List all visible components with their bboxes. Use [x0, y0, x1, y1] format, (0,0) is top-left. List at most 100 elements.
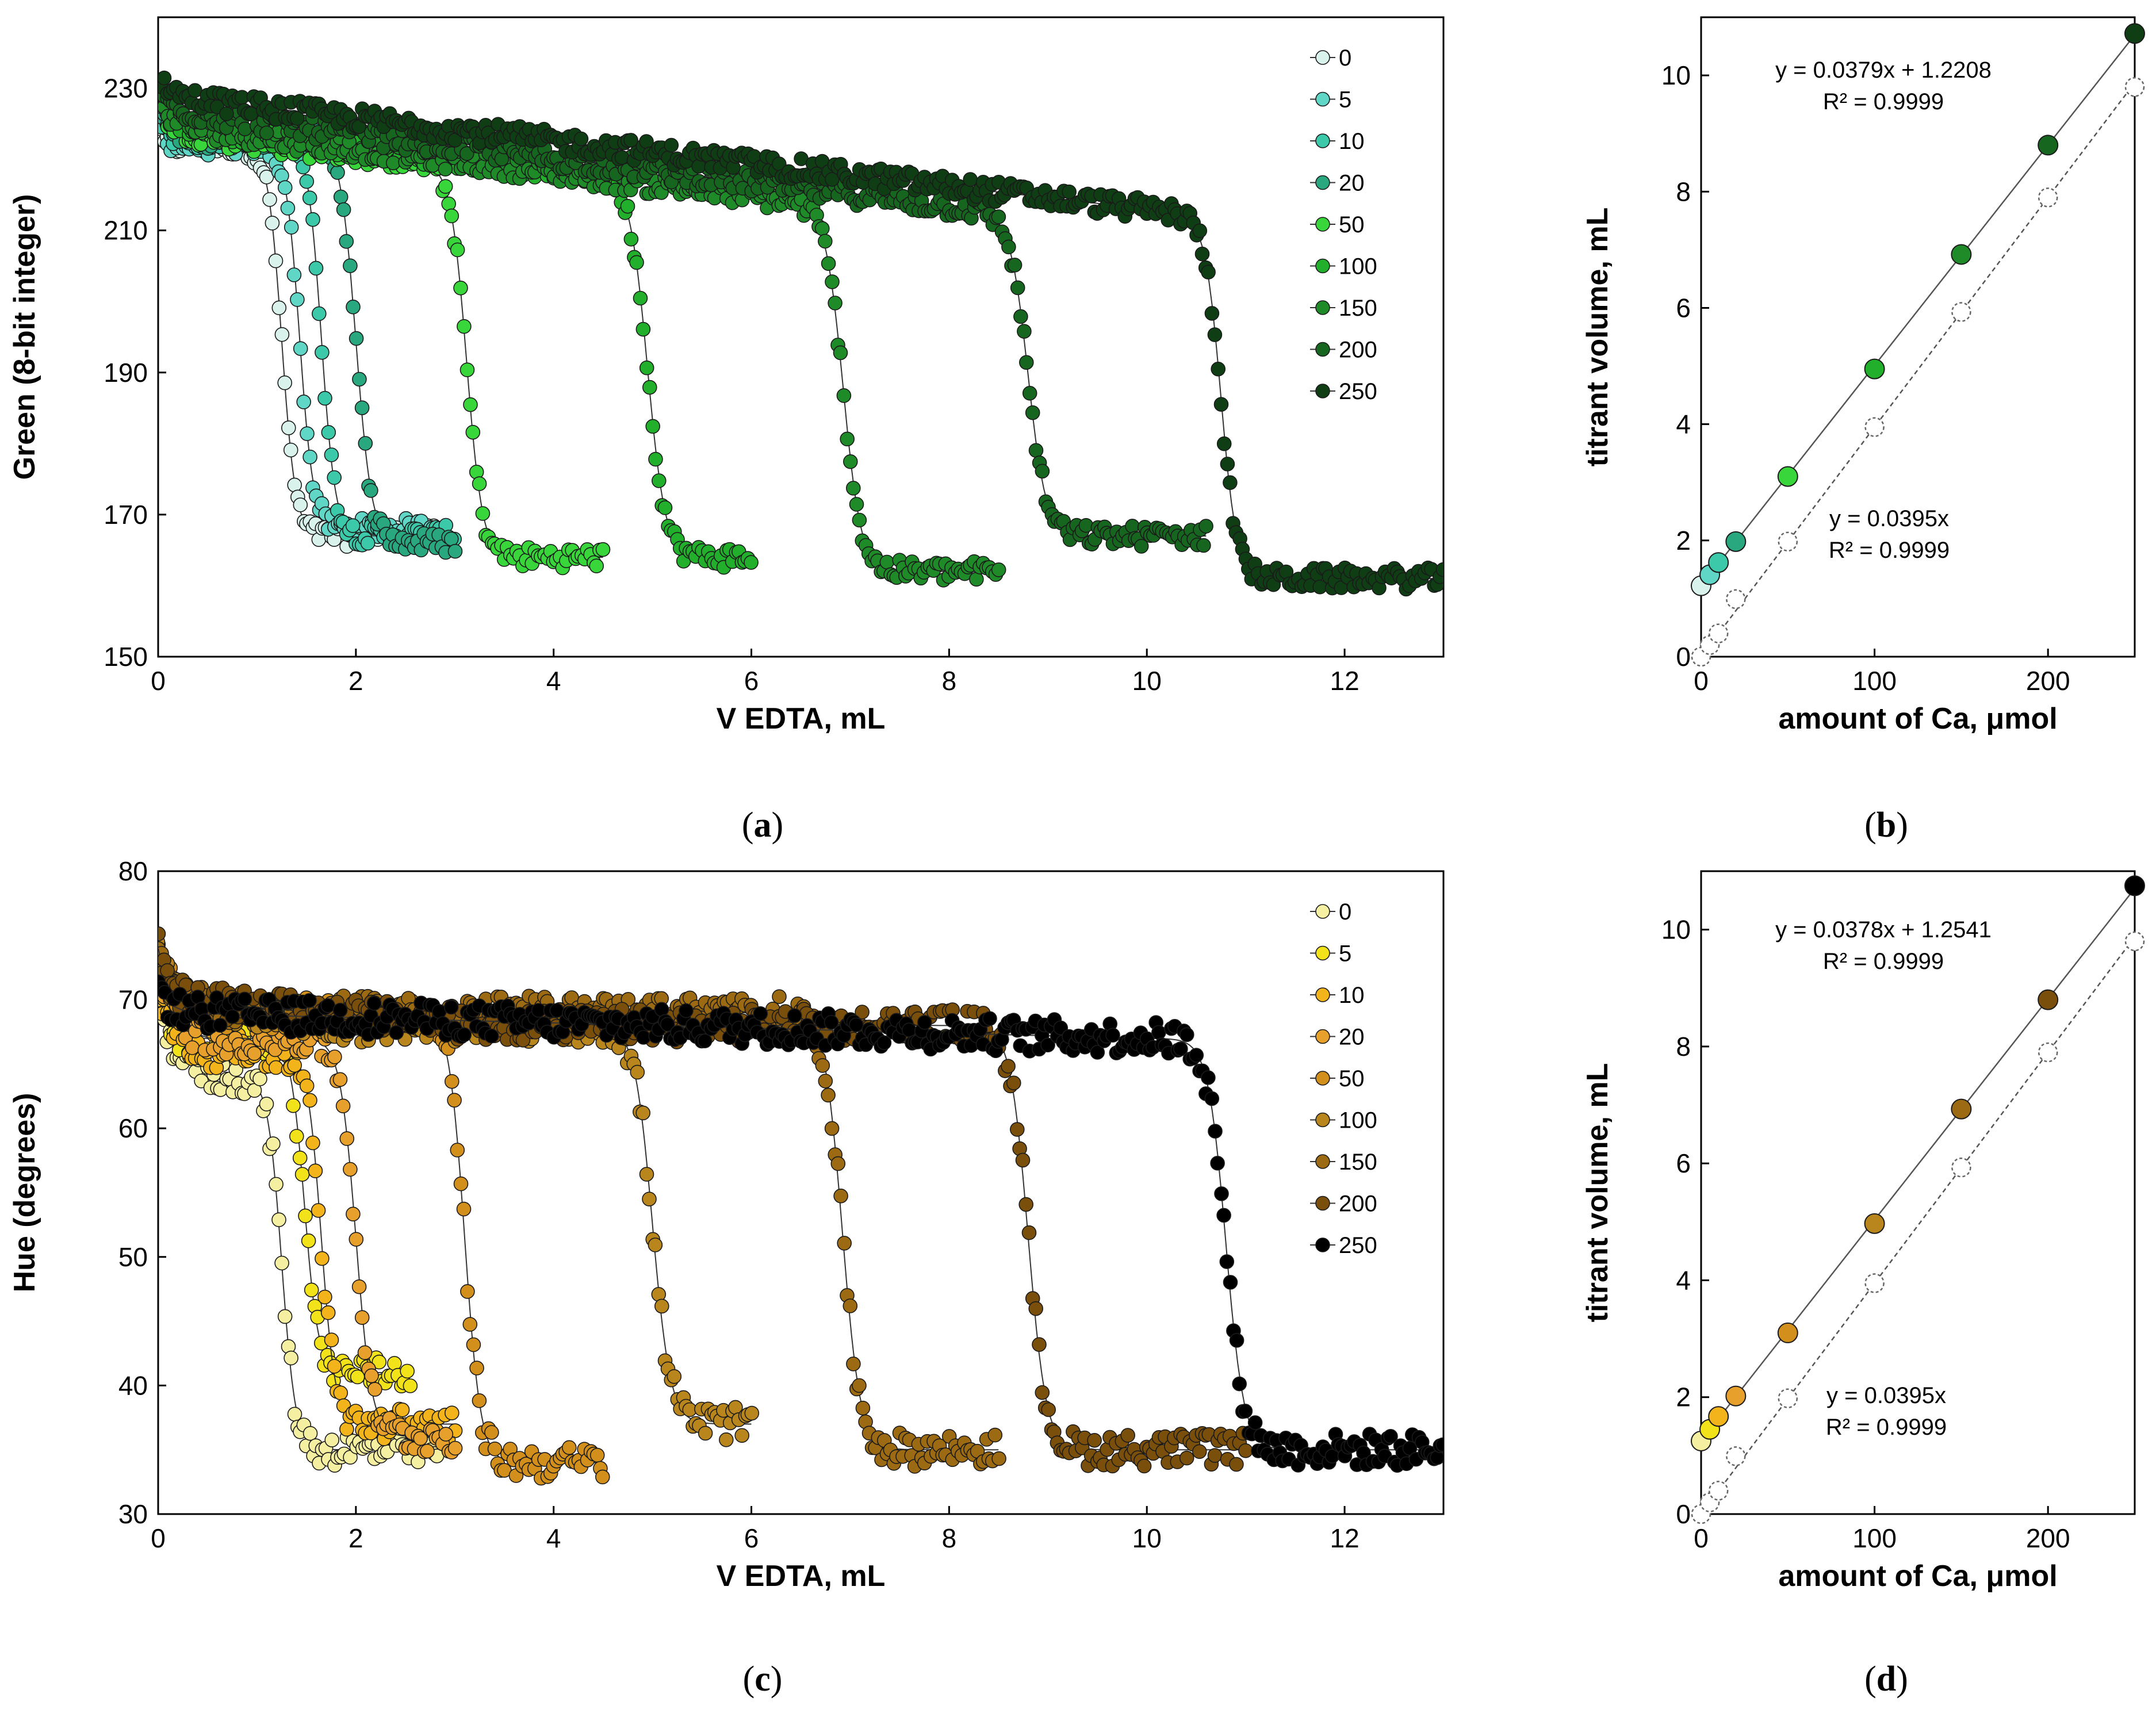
data-point-200 [1198, 519, 1213, 534]
data-point-250 [1105, 1028, 1120, 1043]
legend-marker-0 [1315, 904, 1330, 919]
fit-line-open [1701, 82, 2135, 657]
data-point-150 [385, 155, 401, 171]
y-tick-label: 60 [118, 1113, 148, 1143]
data-point-250 [1229, 1333, 1244, 1348]
data-point-20 [343, 1162, 358, 1177]
data-point-50 [462, 1317, 478, 1332]
data-point-20 [332, 1072, 348, 1087]
x-axis-label: V EDTA, mL [717, 702, 886, 735]
data-point-250 [1062, 184, 1077, 200]
y-tick-label: 70 [118, 985, 148, 1015]
data-point-20 [443, 531, 459, 547]
data-point-5 [290, 292, 305, 307]
data-point-250 [849, 1017, 864, 1033]
y-axis-label: titrant volume, mL [1581, 1063, 1614, 1323]
data-point-200 [1179, 1450, 1194, 1466]
r2-filled: R² = 0.9999 [1823, 949, 1944, 974]
open-point [1951, 1158, 1971, 1178]
data-point-250 [1210, 1156, 1225, 1171]
y-tick-label: 2 [1676, 526, 1691, 555]
data-point-200 [1207, 1448, 1223, 1463]
data-point-10 [305, 1135, 320, 1151]
data-point-200 [1018, 1197, 1033, 1212]
legend-marker-20 [1315, 1029, 1330, 1044]
filled-point [1951, 244, 1972, 265]
data-point-100 [630, 1064, 645, 1080]
data-point-200 [1006, 1075, 1021, 1091]
panel-label-a: (a) [742, 806, 783, 845]
y-tick-label: 30 [118, 1499, 148, 1529]
data-point-250 [1211, 361, 1226, 377]
data-point-10 [327, 470, 342, 485]
data-point-20 [363, 483, 378, 498]
data-point-200 [1028, 443, 1044, 458]
data-point-250 [219, 106, 234, 121]
data-point-100 [648, 1237, 663, 1252]
legend-label-10: 10 [1339, 129, 1365, 154]
data-point-250 [1214, 1186, 1229, 1201]
data-point-5 [298, 1208, 313, 1224]
open-point [2124, 931, 2145, 952]
legend-label-5: 5 [1339, 87, 1351, 113]
data-point-0 [262, 192, 277, 207]
data-point-200 [1229, 1457, 1244, 1472]
data-point-150 [772, 989, 787, 1004]
data-point-100 [652, 473, 667, 488]
data-point-200 [1022, 385, 1037, 401]
filled-point [1725, 1385, 1747, 1407]
open-point [1951, 302, 1971, 322]
data-point-0 [259, 1097, 274, 1112]
data-point-250 [1173, 1041, 1188, 1056]
data-point-150 [818, 1074, 833, 1089]
data-point-0 [293, 497, 308, 512]
data-point-100 [635, 1105, 650, 1121]
data-point-100 [698, 1426, 713, 1441]
data-point-50 [459, 362, 475, 378]
data-point-20 [339, 233, 354, 249]
data-point-0 [269, 1177, 284, 1192]
data-point-200 [494, 151, 510, 167]
data-point-250 [787, 1008, 802, 1024]
data-point-20 [349, 1232, 364, 1247]
data-point-20 [367, 1382, 382, 1397]
data-point-10 [317, 390, 332, 406]
data-point-100 [744, 1405, 760, 1421]
legend-marker-5 [1315, 91, 1330, 107]
data-point-100 [639, 1167, 654, 1182]
data-point-250 [332, 1002, 348, 1018]
data-point-10 [324, 447, 339, 462]
filled-point [2038, 989, 2059, 1010]
x-tick-label: 100 [1852, 666, 1897, 696]
data-point-10 [299, 174, 315, 189]
open-point [1864, 417, 1885, 437]
legend-marker-200 [1315, 342, 1330, 357]
data-point-150 [879, 554, 895, 570]
legend-marker-0 [1315, 50, 1330, 65]
data-point-100 [623, 231, 639, 247]
data-point-20 [185, 1040, 200, 1055]
filled-point [2124, 23, 2145, 44]
data-point-50 [595, 1469, 610, 1485]
data-point-10 [339, 1421, 354, 1437]
filled-point [1725, 531, 1747, 552]
data-point-10 [333, 1385, 349, 1401]
x-tick-label: 4 [546, 666, 561, 696]
legend-label-5: 5 [1339, 941, 1351, 967]
data-point-250 [1213, 397, 1229, 412]
data-point-20 [420, 1443, 435, 1459]
data-point-250 [1180, 1027, 1194, 1043]
plot-frame [1700, 16, 2136, 658]
data-point-250 [1232, 1376, 1247, 1392]
data-point-20 [335, 1098, 351, 1114]
open-point [1778, 1388, 1798, 1409]
y-tick-label: 4 [1676, 409, 1691, 439]
data-point-0 [271, 1212, 286, 1227]
data-point-150 [849, 497, 864, 512]
data-point-10 [360, 535, 376, 551]
data-point-0 [281, 420, 296, 435]
data-point-0 [274, 1255, 289, 1271]
filled-point [1864, 1213, 1885, 1234]
